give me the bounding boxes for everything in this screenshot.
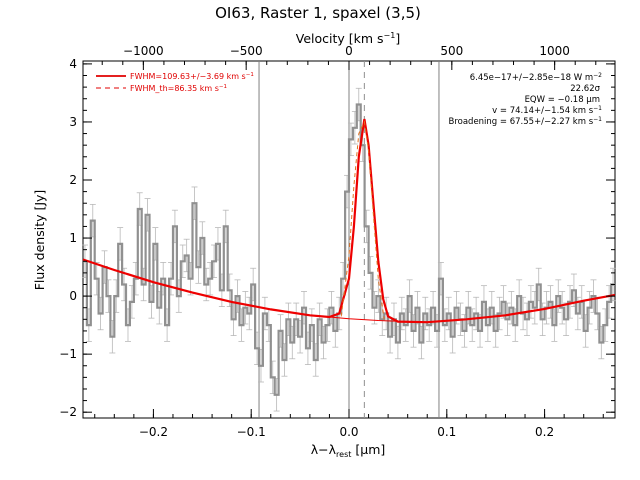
- legend: FWHM=109.63+/−3.69 km s−1 FWHM_th=86.35 …: [96, 72, 254, 93]
- x-axis-label: λ−λrest [μm]: [311, 442, 386, 459]
- x-tick-label: 0.0: [339, 425, 358, 439]
- y-axis-label: Flux density [Jy]: [32, 190, 47, 291]
- annotation-velocity: v = 74.14+/−1.54 km s−1: [492, 105, 602, 116]
- fit-series: [82, 118, 616, 324]
- fit-annotations: 6.45e−17+/−2.85e−18 W m−2 22.62σ EQW = −…: [449, 72, 603, 127]
- annotation-broadening: Broadening = 67.55+/−2.27 km s−1: [449, 116, 603, 127]
- velocity-tick-label: −1000: [123, 44, 164, 58]
- y-tick-label: −1: [59, 347, 77, 361]
- y-tick-label: 1: [69, 231, 77, 245]
- axis-ticks: −0.2 −0.1 0.0 0.1 0.2 −2 −1 0 1 2 3 4 −1000 −500 0 500 1…: [59, 44, 615, 439]
- annotation-flux: 6.45e−17+/−2.85e−18 W m−2: [470, 72, 602, 83]
- baseline: [329, 316, 408, 323]
- y-tick-label: 0: [69, 289, 77, 303]
- velocity-tick-label: −500: [230, 44, 263, 58]
- reference-lines: [258, 61, 440, 418]
- velocity-axis-label: Velocity [km s−1]: [296, 31, 400, 46]
- annotation-significance: 22.62σ: [570, 84, 600, 94]
- legend-label-fwhm-th: FWHM_th=86.35 km s−1: [130, 84, 227, 93]
- legend-label-fwhm: FWHM=109.63+/−3.69 km s−1: [130, 72, 254, 81]
- x-tick-label: 0.1: [437, 425, 456, 439]
- annotation-eqw: EQW = −0.18 μm: [525, 95, 600, 105]
- velocity-tick-label: 500: [440, 44, 463, 58]
- y-tick-label: −2: [59, 405, 77, 419]
- thermal-profile: [340, 120, 385, 320]
- y-tick-label: 2: [69, 173, 77, 187]
- x-tick-label: −0.2: [139, 425, 168, 439]
- chart-title: OI63, Raster 1, spaxel (3,5): [215, 4, 421, 22]
- data-histogram: [83, 103, 615, 396]
- total-fit: [82, 118, 616, 324]
- velocity-tick-label: 0: [345, 44, 353, 58]
- y-tick-label: 3: [69, 115, 77, 129]
- x-tick-label: −0.1: [237, 425, 266, 439]
- velocity-tick-label: 1000: [539, 44, 570, 58]
- x-tick-label: 0.2: [535, 425, 554, 439]
- y-tick-label: 4: [69, 57, 77, 71]
